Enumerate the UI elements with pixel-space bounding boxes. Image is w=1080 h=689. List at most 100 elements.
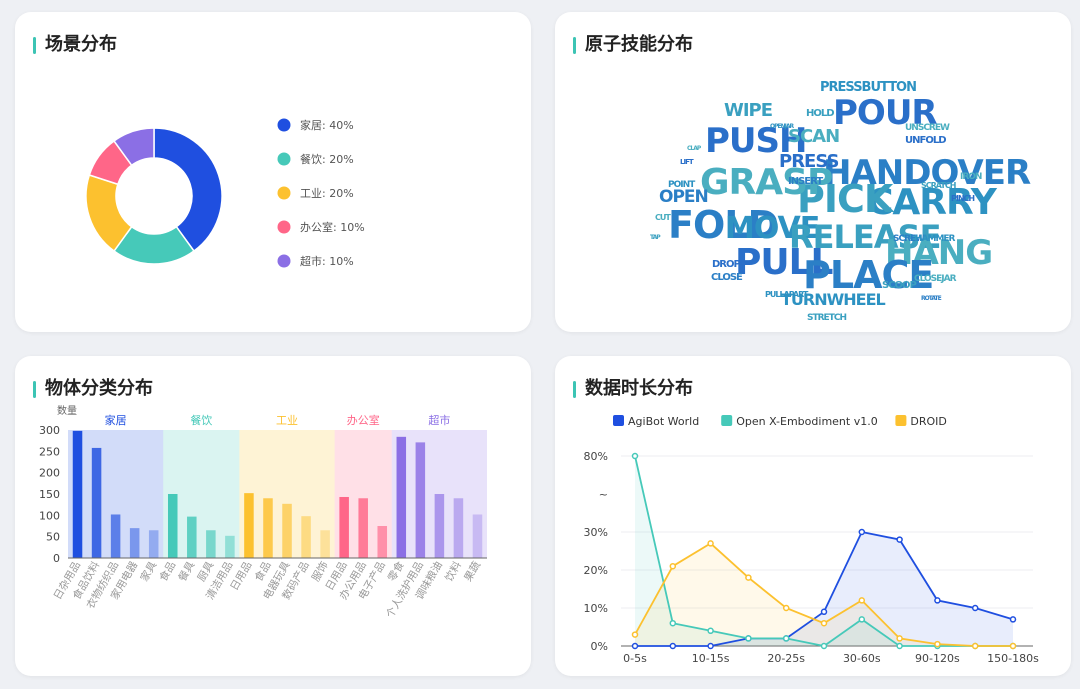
series-point xyxy=(971,642,979,650)
object-card-title: 物体分类分布 xyxy=(33,378,153,400)
word-cloud-word: INSERT xyxy=(788,176,823,187)
y-tick-label: 10% xyxy=(584,602,608,615)
bar xyxy=(187,516,197,558)
series-point xyxy=(934,640,941,648)
word-cloud-word: PULL xyxy=(735,242,833,283)
legend-marker xyxy=(277,254,291,268)
legend-label: 工业: 20% xyxy=(300,187,354,200)
x-tick-label: 饮料 xyxy=(442,559,464,584)
bar xyxy=(72,430,83,558)
bar xyxy=(301,516,311,558)
y-tick-label: 30% xyxy=(584,526,608,539)
y-tick-label: 0% xyxy=(591,640,608,653)
series-point xyxy=(820,619,828,627)
group-label: 餐饮 xyxy=(190,413,212,427)
duration-distribution-card: 数据时长分布 AgiBot World Open X-Embodiment v1.… xyxy=(555,356,1071,676)
word-cloud-word: HANG xyxy=(885,233,992,273)
series-point xyxy=(631,631,639,638)
bar xyxy=(225,535,235,558)
skill-distribution-card: 原子技能分布 POUR HANDOVER CARRY PICK GRASP PUSH FOL… xyxy=(555,12,1071,332)
duration-line-chart: AgiBot World Open X-Embodiment v1.0 DROID 0… xyxy=(584,415,1039,665)
word-cloud-word: TAP xyxy=(650,234,661,241)
series-point xyxy=(896,642,903,650)
word-cloud-word: PRESS xyxy=(779,151,839,172)
donut-slice xyxy=(153,127,223,253)
series-point xyxy=(669,562,677,570)
bar xyxy=(244,493,254,558)
legend-label: 家居: 40% xyxy=(300,118,354,132)
x-tick-label: 90-120s xyxy=(915,652,960,665)
x-tick-label: 30-60s xyxy=(843,652,881,665)
scene-distribution-card: 场景分布 家居: 40% 餐饮: 20% 工业: 20% 办公室: 10% 超市: 10… xyxy=(15,12,531,332)
y-tick-label: 100 xyxy=(39,509,60,522)
word-cloud-word: PRESSBUTTON xyxy=(820,80,916,95)
word-cloud-word: SCOOP xyxy=(882,280,917,291)
word-cloud-word: UNFOLD xyxy=(905,135,946,146)
bar xyxy=(339,496,349,558)
series-point xyxy=(858,616,866,623)
word-cloud-word: RELEASE xyxy=(789,218,940,256)
bar xyxy=(396,436,407,558)
word-cloud-word: CLAP xyxy=(687,145,702,152)
word-cloud-word: CLOSEJAR xyxy=(914,274,957,284)
word-cloud-word: GRASP xyxy=(700,162,832,203)
x-tick-label: 家具 xyxy=(138,559,160,584)
x-tick-label: 0-5s xyxy=(623,652,647,665)
series-point xyxy=(631,642,639,650)
series-point xyxy=(631,452,639,460)
word-cloud-word: HANDOVER xyxy=(823,153,1031,193)
series-area xyxy=(635,543,1013,646)
bar xyxy=(282,503,292,558)
legend-marker xyxy=(277,186,291,200)
bar xyxy=(472,514,483,558)
series-point xyxy=(745,635,752,642)
legend-label: 餐饮: 20% xyxy=(300,152,354,166)
x-tick-label: 150-180s xyxy=(987,652,1039,665)
bar xyxy=(167,494,178,558)
y-tick-label: 300 xyxy=(39,424,60,437)
word-cloud-word: SCREW xyxy=(893,234,925,244)
word-cloud-word: ROTATE xyxy=(921,295,942,302)
group-label: 家居 xyxy=(105,413,127,427)
series-point xyxy=(1009,642,1017,650)
bar xyxy=(148,530,159,558)
series-point xyxy=(669,642,677,650)
y-tick-label: 20% xyxy=(584,564,608,577)
x-tick-label: 20-25s xyxy=(767,652,805,665)
duration-card-title: 数据时长分布 xyxy=(573,378,693,400)
group-label: 超市 xyxy=(428,413,450,427)
legend-marker xyxy=(613,415,624,426)
x-tick-label: 食品 xyxy=(157,559,179,584)
y-tick-label: 250 xyxy=(39,445,60,458)
legend-marker xyxy=(277,118,291,132)
legend-marker xyxy=(277,220,291,234)
bar xyxy=(263,498,273,558)
series-point xyxy=(669,619,677,627)
bar xyxy=(377,526,388,558)
x-tick-label: 餐具 xyxy=(176,559,198,584)
y-tick-label: 80% xyxy=(584,450,608,463)
legend-label: Open X-Embodiment v1.0 xyxy=(736,415,878,428)
bar xyxy=(434,494,445,558)
bar xyxy=(320,530,330,558)
word-cloud-word: PICK xyxy=(797,177,895,221)
bar xyxy=(91,447,102,558)
y-tick-label: 200 xyxy=(39,467,60,480)
word-cloud-word: SCAN xyxy=(788,126,839,147)
word-cloud-word: STRETCH xyxy=(807,313,846,323)
series-point xyxy=(707,627,714,635)
x-tick-label: 10-15s xyxy=(692,652,730,665)
legend-marker xyxy=(721,415,733,426)
word-cloud-word: OPENJAR xyxy=(770,123,794,130)
word-cloud-word: IRON xyxy=(960,172,982,182)
word-cloud-word: TURNWHEEL xyxy=(781,290,886,309)
series-point xyxy=(1009,616,1017,623)
series-point xyxy=(707,642,714,650)
series-area xyxy=(635,532,1013,646)
word-cloud-word: HOLD xyxy=(806,108,834,119)
word-cloud-word: WIPE xyxy=(724,100,772,121)
word-cloud-word: UNSCREW xyxy=(905,123,950,133)
object-distribution-card: 物体分类分布 数量 0 50 100 150 200 250 300 家居 日杂用品 食品饮料 衣物纺… xyxy=(15,356,531,676)
legend-label: DROID xyxy=(910,415,947,428)
